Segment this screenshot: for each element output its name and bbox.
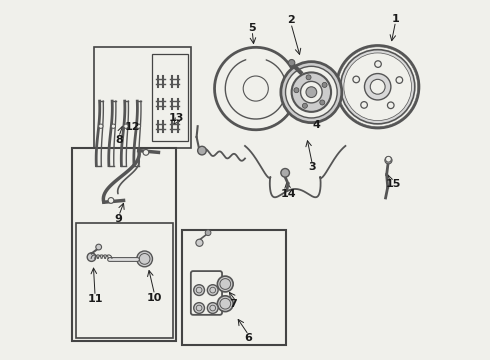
Circle shape xyxy=(286,66,337,118)
Circle shape xyxy=(388,102,394,109)
Circle shape xyxy=(375,61,381,67)
Circle shape xyxy=(197,146,206,155)
Circle shape xyxy=(337,45,419,128)
Circle shape xyxy=(124,124,128,129)
Circle shape xyxy=(302,103,307,108)
Text: 4: 4 xyxy=(313,121,320,130)
Text: 9: 9 xyxy=(115,214,122,224)
Text: 14: 14 xyxy=(280,189,296,199)
Circle shape xyxy=(143,149,149,155)
Text: 5: 5 xyxy=(248,23,256,33)
Circle shape xyxy=(207,303,218,314)
Circle shape xyxy=(338,47,417,127)
Circle shape xyxy=(98,124,103,129)
Text: 15: 15 xyxy=(386,179,401,189)
Circle shape xyxy=(218,296,233,312)
Bar xyxy=(152,54,188,140)
Circle shape xyxy=(294,88,299,93)
Text: 3: 3 xyxy=(309,162,316,172)
Circle shape xyxy=(322,82,327,87)
Circle shape xyxy=(137,251,152,267)
Circle shape xyxy=(207,285,218,296)
Circle shape xyxy=(341,50,415,124)
Circle shape xyxy=(243,76,269,101)
Circle shape xyxy=(386,156,392,162)
Circle shape xyxy=(370,79,385,94)
Text: 7: 7 xyxy=(230,299,237,309)
Text: 2: 2 xyxy=(287,15,295,26)
Circle shape xyxy=(300,81,322,103)
Circle shape xyxy=(353,76,360,83)
Circle shape xyxy=(194,303,204,314)
Bar xyxy=(72,148,176,341)
Bar xyxy=(76,223,172,338)
Text: 8: 8 xyxy=(115,135,122,145)
Circle shape xyxy=(306,87,317,98)
Circle shape xyxy=(385,157,392,164)
Circle shape xyxy=(344,53,412,121)
Text: 6: 6 xyxy=(245,333,252,343)
Text: 1: 1 xyxy=(392,14,399,24)
Circle shape xyxy=(87,253,96,261)
Text: 10: 10 xyxy=(147,293,162,303)
Text: 11: 11 xyxy=(87,294,103,304)
Circle shape xyxy=(361,102,368,108)
Bar xyxy=(182,230,286,345)
Bar xyxy=(95,47,191,148)
Circle shape xyxy=(194,285,204,296)
Circle shape xyxy=(292,72,331,112)
Circle shape xyxy=(281,168,290,177)
Circle shape xyxy=(136,124,141,129)
Text: 13: 13 xyxy=(169,113,184,123)
Circle shape xyxy=(365,73,391,100)
Circle shape xyxy=(320,100,325,105)
Circle shape xyxy=(196,239,203,246)
Circle shape xyxy=(108,198,114,203)
Circle shape xyxy=(218,276,233,292)
Circle shape xyxy=(289,59,295,66)
Circle shape xyxy=(205,230,211,235)
Circle shape xyxy=(396,77,403,84)
Text: 12: 12 xyxy=(124,122,140,132)
Circle shape xyxy=(306,75,311,80)
Circle shape xyxy=(281,62,342,123)
Circle shape xyxy=(96,244,101,250)
Circle shape xyxy=(111,124,116,129)
